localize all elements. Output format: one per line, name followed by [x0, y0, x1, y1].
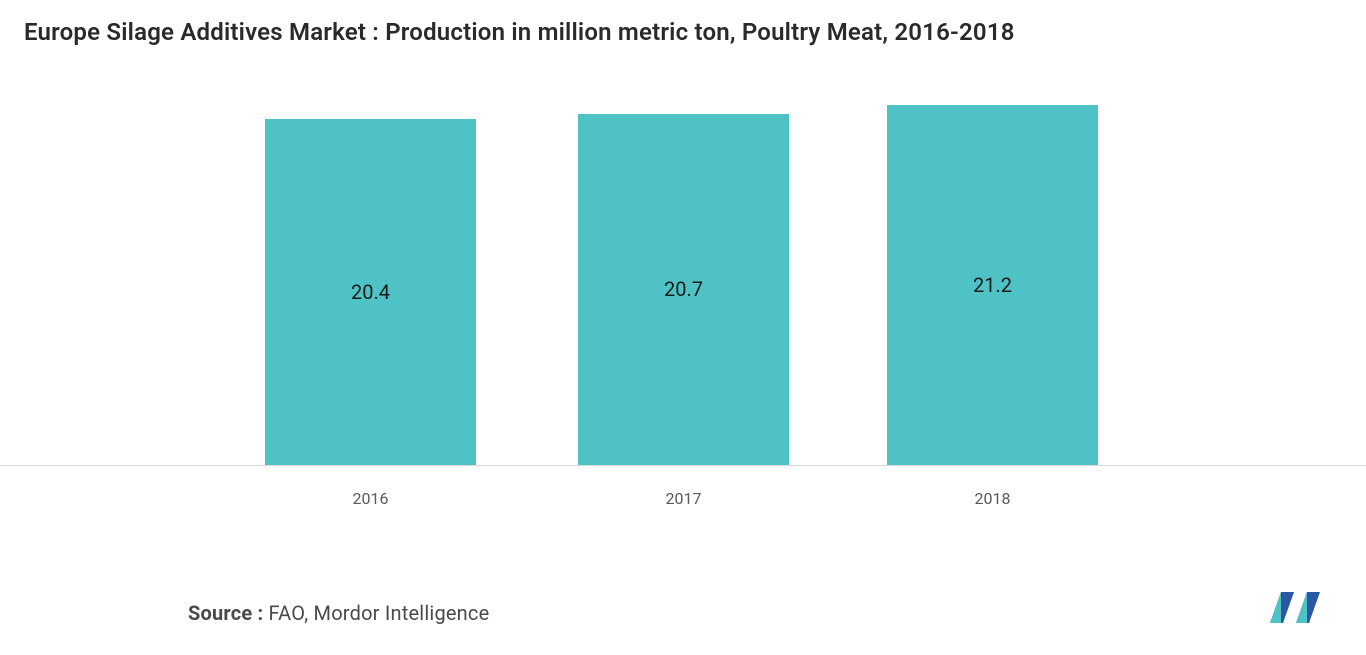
bar-category-label: 2017: [578, 489, 789, 508]
bar-value-label: 20.7: [664, 277, 703, 301]
bar-category-label: 2018: [887, 489, 1098, 508]
chart-title: Europe Silage Additives Market : Product…: [24, 18, 1015, 46]
bar-value-label: 20.4: [351, 280, 390, 304]
source-prefix: Source :: [188, 601, 269, 625]
bar-group: 20.72017: [578, 114, 789, 466]
source-attribution: Source : FAO, Mordor Intelligence: [188, 601, 489, 625]
chart-baseline: [0, 465, 1366, 466]
logo-triangle-icon: [1270, 592, 1281, 623]
source-text: FAO, Mordor Intelligence: [269, 601, 490, 625]
bar-category-label: 2016: [265, 489, 476, 508]
bar: 20.4: [265, 119, 476, 465]
brand-logo: [1266, 589, 1330, 625]
bar-group: 21.22018: [887, 105, 1098, 465]
bar-group: 20.42016: [265, 119, 476, 465]
bar-value-label: 21.2: [973, 273, 1012, 297]
bar: 21.2: [887, 105, 1098, 465]
bar: 20.7: [578, 114, 789, 466]
chart-area: 20.4201620.7201721.22018: [0, 105, 1366, 505]
logo-triangle-icon: [1296, 592, 1307, 623]
